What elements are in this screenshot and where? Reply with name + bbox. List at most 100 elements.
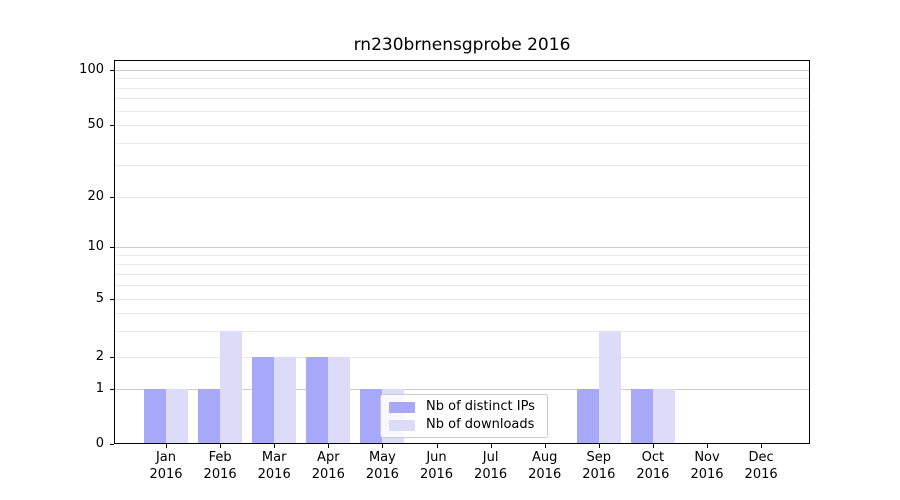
y-tick-label: 2 bbox=[95, 349, 104, 364]
bar-downloads-feb bbox=[220, 331, 243, 443]
x-tick-label: Oct 2016 bbox=[621, 449, 685, 483]
y-tick-mark bbox=[110, 70, 114, 71]
bar-distinct-ips-may bbox=[360, 389, 383, 443]
x-tick-mark bbox=[707, 444, 708, 448]
bar-distinct-ips-oct bbox=[630, 389, 653, 443]
bar-distinct-ips-mar bbox=[252, 357, 275, 443]
x-tick-mark bbox=[382, 444, 384, 448]
y-tick-mark bbox=[110, 299, 114, 300]
x-tick-mark bbox=[544, 444, 546, 448]
x-tick-year: 2016 bbox=[744, 467, 778, 482]
legend-item-distinct-ips: Nb of distinct IPs bbox=[389, 400, 539, 414]
y-tick-label: 5 bbox=[95, 291, 104, 306]
x-tick-mark bbox=[598, 444, 600, 448]
bar-downloads-jan bbox=[166, 389, 188, 443]
y-tick-label: 50 bbox=[87, 117, 104, 132]
bar-downloads-apr bbox=[328, 357, 351, 443]
x-tick-label: Dec 2016 bbox=[729, 449, 793, 483]
x-tick-month: Jan bbox=[155, 450, 177, 465]
x-tick-month: Mar bbox=[261, 450, 287, 465]
x-tick-label: Jun 2016 bbox=[405, 449, 469, 483]
y-gridline-minor bbox=[115, 197, 809, 198]
bar-downloads-sep bbox=[598, 331, 621, 443]
x-tick-label: Feb 2016 bbox=[188, 449, 252, 483]
y-gridline-minor bbox=[115, 263, 809, 265]
y-gridline-minor bbox=[115, 78, 809, 80]
x-tick-mark bbox=[274, 444, 276, 448]
y-gridline-minor bbox=[115, 142, 809, 144]
x-tick-mark bbox=[166, 444, 167, 448]
x-tick-year: 2016 bbox=[203, 467, 237, 482]
y-tick-label: 10 bbox=[87, 239, 104, 254]
x-tick-year: 2016 bbox=[582, 467, 616, 482]
x-tick-mark bbox=[436, 444, 438, 448]
x-tick-mark bbox=[652, 444, 654, 448]
y-gridline-minor bbox=[115, 165, 809, 167]
y-tick-mark bbox=[110, 197, 114, 198]
y-gridline-minor bbox=[115, 125, 809, 126]
y-gridline-major bbox=[115, 389, 809, 390]
x-tick-month: Jun bbox=[426, 450, 447, 465]
y-tick-mark bbox=[110, 357, 114, 358]
y-tick-mark bbox=[110, 247, 114, 248]
y-gridline-minor bbox=[115, 98, 809, 100]
x-tick-month: Apr bbox=[317, 450, 340, 465]
x-tick-label: Aug 2016 bbox=[513, 449, 577, 483]
y-gridline-minor bbox=[115, 285, 809, 287]
x-tick-month: Oct bbox=[641, 450, 665, 465]
legend-label-downloads: Nb of downloads bbox=[426, 417, 535, 432]
y-tick-mark bbox=[110, 444, 114, 445]
x-tick-year: 2016 bbox=[528, 467, 562, 482]
x-tick-year: 2016 bbox=[690, 467, 724, 482]
x-tick-mark bbox=[328, 444, 330, 448]
x-tick-month: May bbox=[368, 450, 396, 465]
y-tick-mark bbox=[110, 125, 114, 126]
bar-downloads-oct bbox=[652, 389, 675, 443]
x-tick-mark bbox=[220, 444, 222, 448]
y-tick-mark bbox=[110, 389, 114, 390]
x-tick-label: Jul 2016 bbox=[459, 449, 523, 483]
legend-swatch-downloads bbox=[389, 419, 415, 431]
legend-label-distinct-ips: Nb of distinct IPs bbox=[426, 399, 535, 414]
y-gridline-minor bbox=[115, 299, 809, 300]
x-tick-year: 2016 bbox=[257, 467, 291, 482]
y-gridline-major bbox=[115, 247, 809, 248]
y-gridline-minor bbox=[115, 357, 809, 358]
x-tick-month: Nov bbox=[694, 450, 720, 465]
y-tick-label: 20 bbox=[87, 189, 104, 204]
plot-area bbox=[114, 60, 810, 444]
x-tick-year: 2016 bbox=[149, 467, 183, 482]
y-tick-label: 0 bbox=[95, 436, 104, 451]
y-gridline-minor bbox=[115, 273, 809, 275]
x-tick-label: Nov 2016 bbox=[675, 449, 739, 483]
x-tick-year: 2016 bbox=[311, 467, 345, 482]
legend-item-downloads: Nb of downloads bbox=[389, 418, 539, 432]
legend: Nb of distinct IPs Nb of downloads bbox=[380, 394, 548, 438]
x-tick-month: Jul bbox=[482, 450, 499, 465]
bar-distinct-ips-jan bbox=[144, 389, 166, 443]
x-tick-label: Mar 2016 bbox=[242, 449, 306, 483]
x-tick-year: 2016 bbox=[419, 467, 454, 482]
x-tick-mark bbox=[761, 444, 763, 448]
chart-title: rn230brnensgprobe 2016 bbox=[353, 35, 571, 55]
bar-distinct-ips-apr bbox=[306, 357, 329, 443]
y-tick-label: 100 bbox=[79, 62, 104, 77]
y-gridline-minor bbox=[115, 331, 809, 333]
x-tick-mark bbox=[490, 444, 492, 448]
x-tick-year: 2016 bbox=[636, 467, 670, 482]
x-tick-label: Jan 2016 bbox=[134, 449, 198, 483]
bar-distinct-ips-sep bbox=[576, 389, 599, 443]
x-tick-label: Sep 2016 bbox=[567, 449, 631, 483]
x-tick-month: Sep bbox=[586, 450, 612, 465]
x-tick-month: Feb bbox=[208, 450, 232, 465]
x-tick-month: Dec bbox=[748, 450, 774, 465]
x-tick-label: May 2016 bbox=[350, 449, 414, 483]
x-tick-month: Aug bbox=[531, 450, 558, 465]
y-tick-label: 1 bbox=[95, 381, 104, 396]
bar-downloads-mar bbox=[274, 357, 297, 443]
x-tick-year: 2016 bbox=[474, 467, 508, 482]
x-tick-year: 2016 bbox=[365, 467, 399, 482]
y-gridline-minor bbox=[115, 254, 809, 256]
y-gridline-minor bbox=[115, 87, 809, 89]
